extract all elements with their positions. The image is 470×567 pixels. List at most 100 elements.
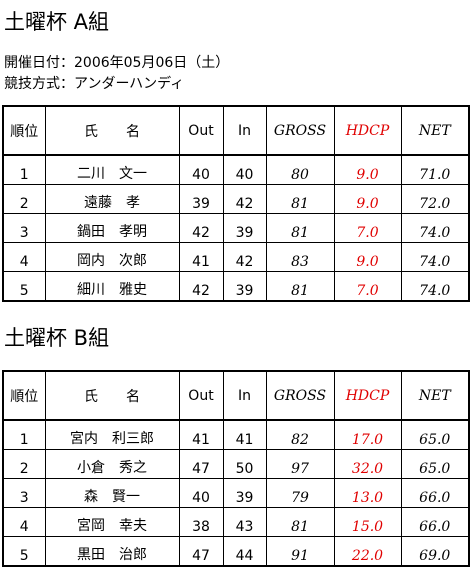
cell: 65.0 bbox=[400, 449, 470, 479]
cell: 黒田 治郎 bbox=[44, 536, 180, 567]
cell: 79 bbox=[265, 478, 335, 508]
table-title: 土曜杯 B組 bbox=[4, 326, 110, 350]
cell: 7.0 bbox=[333, 213, 402, 243]
cell: 宮内 利三郎 bbox=[44, 419, 180, 450]
cell: 66.0 bbox=[400, 507, 470, 537]
cell: 40 bbox=[178, 478, 224, 508]
date: 開催日付：2006年05月06日（土） bbox=[4, 55, 230, 71]
data-row: 2 小倉 秀之 47 50 97 32.0 65.0 bbox=[2, 449, 470, 479]
cell: 74.0 bbox=[400, 213, 470, 243]
cell: 22.0 bbox=[333, 536, 402, 567]
header-cell: HDCP bbox=[333, 370, 402, 421]
cell: 66.0 bbox=[400, 478, 470, 508]
cell: 39 bbox=[222, 478, 267, 508]
header-cell: Out bbox=[178, 370, 224, 421]
cell: 42 bbox=[222, 242, 267, 272]
cell: 42 bbox=[222, 184, 267, 214]
cell: 81 bbox=[265, 507, 335, 537]
data-row: 3 鍋田 孝明 42 39 81 7.0 74.0 bbox=[2, 213, 470, 243]
cell: 47 bbox=[178, 536, 224, 567]
cell: 40 bbox=[222, 154, 267, 185]
header-row: 順位氏 名 Out In GROSS HDCP NET bbox=[2, 370, 470, 421]
cell: 9.0 bbox=[333, 184, 402, 214]
data-row: 4 岡内 次郎 41 42 83 9.0 74.0 bbox=[2, 242, 470, 272]
cell: 17.0 bbox=[333, 419, 402, 450]
cell: 遠藤 孝 bbox=[44, 184, 180, 214]
cell: 岡内 次郎 bbox=[44, 242, 180, 272]
cell: 47 bbox=[178, 449, 224, 479]
cell: 41 bbox=[222, 419, 267, 450]
data-row: 2 遠藤 孝 39 42 81 9.0 72.0 bbox=[2, 184, 470, 214]
cell: 71.0 bbox=[400, 154, 470, 185]
data-row: 1 宮内 利三郎 41 41 82 17.0 65.0 bbox=[2, 419, 470, 450]
cell: 69.0 bbox=[400, 536, 470, 567]
header-cell: NET bbox=[400, 370, 470, 421]
header-cell: GROSS bbox=[265, 370, 335, 421]
header-cell: In bbox=[222, 105, 267, 156]
cell: 1 bbox=[2, 154, 46, 185]
cell: 41 bbox=[178, 419, 224, 450]
cell: 50 bbox=[222, 449, 267, 479]
cell: 41 bbox=[178, 242, 224, 272]
header-cell: 順位 bbox=[2, 105, 46, 156]
cell: 13.0 bbox=[333, 478, 402, 508]
header-cell: Out bbox=[178, 105, 224, 156]
cell: 81 bbox=[265, 213, 335, 243]
header-row: 順位氏 名 Out In GROSS HDCP NET bbox=[2, 105, 470, 156]
cell: 鍋田 孝明 bbox=[44, 213, 180, 243]
data-row: 5 細川 雅史 42 39 81 7.0 74.0 bbox=[2, 271, 470, 302]
cell: 42 bbox=[178, 213, 224, 243]
cell: 3 bbox=[2, 478, 46, 508]
cell: 80 bbox=[265, 154, 335, 185]
score-table: 順位氏 名 Out In GROSS HDCP NET 1 二川 文一 40 40 80 9.0 71.… bbox=[2, 105, 470, 302]
header-cell: 氏 名 bbox=[44, 105, 180, 156]
cell: 74.0 bbox=[400, 271, 470, 302]
cell: 39 bbox=[222, 213, 267, 243]
cell: 二川 文一 bbox=[44, 154, 180, 185]
cell: 74.0 bbox=[400, 242, 470, 272]
title: 土曜杯 A組 bbox=[4, 10, 110, 34]
cell: 15.0 bbox=[333, 507, 402, 537]
header-cell: NET bbox=[400, 105, 470, 156]
cell: 82 bbox=[265, 419, 335, 450]
cell: 32.0 bbox=[333, 449, 402, 479]
cell: 5 bbox=[2, 271, 46, 302]
cell: 小倉 秀之 bbox=[44, 449, 180, 479]
cell: 38 bbox=[178, 507, 224, 537]
cell: 81 bbox=[265, 184, 335, 214]
cell: 7.0 bbox=[333, 271, 402, 302]
cell: 宮岡 幸夫 bbox=[44, 507, 180, 537]
cell: 3 bbox=[2, 213, 46, 243]
cell: 83 bbox=[265, 242, 335, 272]
cell: 81 bbox=[265, 271, 335, 302]
cell: 1 bbox=[2, 419, 46, 450]
cell: 43 bbox=[222, 507, 267, 537]
cell: 2 bbox=[2, 184, 46, 214]
cell: 9.0 bbox=[333, 154, 402, 185]
cell: 細川 雅史 bbox=[44, 271, 180, 302]
cell: 42 bbox=[178, 271, 224, 302]
header-cell: GROSS bbox=[265, 105, 335, 156]
cell: 39 bbox=[222, 271, 267, 302]
header-cell: 順位 bbox=[2, 370, 46, 421]
cell: 9.0 bbox=[333, 242, 402, 272]
cell: 72.0 bbox=[400, 184, 470, 214]
format: 競技方式：アンダーハンディ bbox=[4, 76, 185, 92]
data-row: 5 黒田 治郎 47 44 91 22.0 69.0 bbox=[2, 536, 470, 567]
cell: 4 bbox=[2, 242, 46, 272]
cell: 65.0 bbox=[400, 419, 470, 450]
header-cell: 氏 名 bbox=[44, 370, 180, 421]
data-row: 1 二川 文一 40 40 80 9.0 71.0 bbox=[2, 154, 470, 185]
cell: 44 bbox=[222, 536, 267, 567]
cell: 4 bbox=[2, 507, 46, 537]
score-table: 順位氏 名 Out In GROSS HDCP NET 1 宮内 利三郎 41 41 82 17.0 6… bbox=[2, 370, 470, 567]
cell: 2 bbox=[2, 449, 46, 479]
header-cell: HDCP bbox=[333, 105, 402, 156]
cell: 40 bbox=[178, 154, 224, 185]
cell: 森 賢一 bbox=[44, 478, 180, 508]
data-row: 4 宮岡 幸夫 38 43 81 15.0 66.0 bbox=[2, 507, 470, 537]
cell: 5 bbox=[2, 536, 46, 567]
cell: 97 bbox=[265, 449, 335, 479]
